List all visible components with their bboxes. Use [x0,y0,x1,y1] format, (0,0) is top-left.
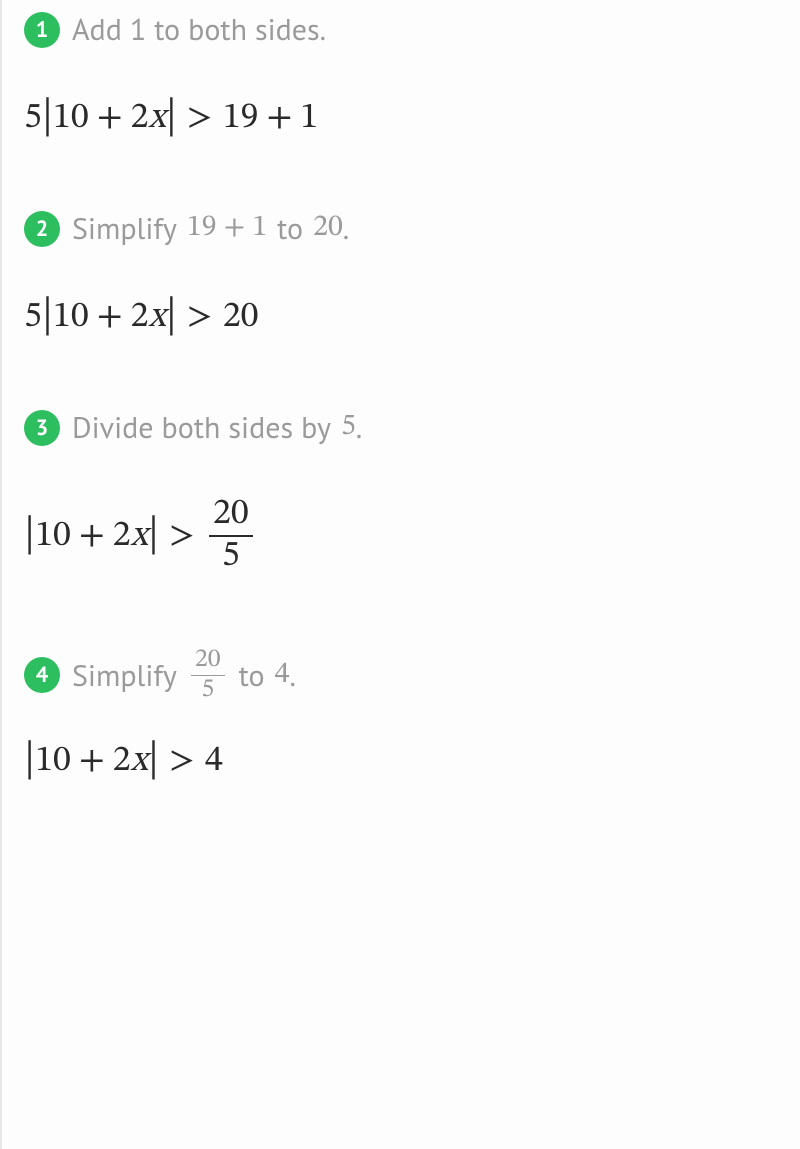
step-text-before: Simplify [72,656,177,695]
rhs: 4 [205,743,223,779]
variable: x [148,299,165,335]
step-number-badge: 3 [24,410,60,446]
abs-term-a: 10 [53,299,89,335]
equation: 5|10+2x|>20 [24,296,800,338]
operator: + [97,299,123,335]
equation: 5|10+2x|>19+1 [24,97,800,139]
abs-bar-close: | [166,95,177,137]
abs-term-b: 2 [131,299,149,335]
step-block: 3Divide both sides by5.|10+2x|>205 [24,408,800,576]
step-number-badge: 2 [24,211,60,247]
operator: + [79,743,105,779]
step-instruction: Simplify 205 to 4. [72,646,296,704]
variable: x [148,100,165,136]
step-text-after: . [356,408,362,447]
inline-math: 4 [275,656,290,695]
operator: + [97,100,123,136]
step-instruction: Add 1 to both sides. [72,10,326,49]
abs-bar-open: | [42,95,53,137]
inline-fraction: 205 [191,646,225,704]
inline-math: 19 + 1 [187,209,267,248]
step-text-after: . [289,656,295,695]
equation: |10+2x|>205 [24,495,800,576]
abs-term-b: 2 [113,743,131,779]
relation: > [169,518,195,554]
variable: x [131,743,148,779]
coef: 5 [24,299,42,335]
abs-term-a: 10 [53,100,89,136]
variable: x [131,518,148,554]
step-text-before: Divide both sides by [72,408,331,447]
coef: 5 [24,100,42,136]
fraction: 205 [209,495,253,576]
step-block: 4Simplify205to4.|10+2x|>4 [24,646,800,782]
inline-math: 20 [313,209,343,248]
step-instruction: Simplify 19 + 1 to 20. [72,209,349,248]
abs-term-a: 10 [35,518,71,554]
step-number-badge: 1 [24,12,60,48]
step-text-before: Add 1 to both sides. [72,10,326,49]
step-number-badge: 4 [24,657,60,693]
relation: > [187,299,213,335]
relation: > [169,743,195,779]
step-text-mid: to [239,656,265,695]
abs-bar-open: | [42,294,53,336]
step-header: 4 Simplify 205 to 4. [24,646,800,704]
abs-bar-close: | [148,738,159,780]
abs-bar-close: | [166,294,177,336]
inline-math: 5 [341,408,356,447]
rhs-b: 1 [300,100,318,136]
abs-bar-close: | [148,513,159,555]
step-header: 1 Add 1 to both sides. [24,10,800,49]
equation: |10+2x|>4 [24,740,800,782]
step-header: 2 Simplify 19 + 1 to 20. [24,209,800,248]
step-text-after: . [343,209,349,248]
relation: > [187,100,213,136]
step-block: 2Simplify19 + 1to20.5|10+2x|>20 [24,209,800,338]
operator: + [266,100,292,136]
step-instruction: Divide both sides by 5. [72,408,362,447]
abs-bar-open: | [24,513,35,555]
step-text-before: Simplify [72,209,177,248]
operator: + [79,518,105,554]
step-block: 1Add 1 to both sides.5|10+2x|>19+1 [24,10,800,139]
step-header: 3 Divide both sides by 5. [24,408,800,447]
abs-term-b: 2 [131,100,149,136]
rhs-a: 19 [223,100,259,136]
abs-term-a: 10 [35,743,71,779]
rhs: 20 [223,299,259,335]
abs-bar-open: | [24,738,35,780]
abs-term-b: 2 [113,518,131,554]
step-text-mid: to [277,209,303,248]
